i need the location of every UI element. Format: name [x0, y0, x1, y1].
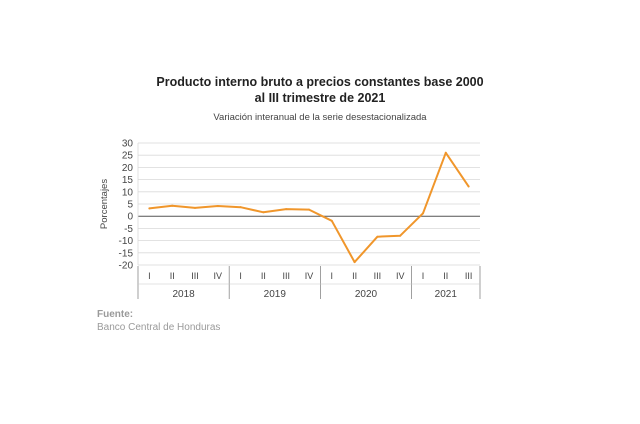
- x-tick-label-quarter: IV: [396, 271, 405, 281]
- x-tick-label-quarter: I: [148, 271, 151, 281]
- chart-title: Producto interno bruto a precios constan…: [156, 75, 484, 89]
- chart-subtitle: Variación interanual de la serie desesta…: [213, 112, 427, 123]
- y-tick-label: 0: [127, 212, 133, 223]
- data-point: [330, 219, 333, 222]
- data-point: [467, 185, 470, 188]
- x-tick-label-year: 2021: [435, 289, 458, 300]
- x-tick-label-quarter: I: [239, 271, 242, 281]
- y-tick-label: -15: [119, 248, 134, 259]
- data-point: [444, 151, 447, 154]
- data-point: [353, 261, 356, 264]
- data-point: [422, 212, 424, 215]
- x-tick-label-quarter: III: [282, 271, 290, 281]
- x-tick-label-quarter: III: [374, 271, 382, 281]
- data-point: [239, 206, 242, 209]
- y-axis-label: Porcentajes: [99, 179, 110, 229]
- x-tick-label-quarter: IV: [305, 271, 314, 281]
- x-tick-label-quarter: III: [191, 271, 199, 281]
- data-point: [376, 235, 379, 238]
- x-tick-label-quarter: III: [465, 271, 473, 281]
- source-label: Fuente:: [97, 309, 134, 320]
- x-tick-label-year: 2018: [172, 289, 195, 300]
- x-tick-label-quarter: I: [422, 271, 425, 281]
- x-tick-label-quarter: II: [170, 271, 175, 281]
- y-tick-label: 20: [122, 163, 134, 174]
- series-line: [148, 151, 470, 264]
- y-tick-label: 25: [122, 151, 134, 162]
- y-tick-label: -10: [119, 236, 134, 247]
- x-tick-label-quarter: I: [331, 271, 334, 281]
- data-point: [148, 207, 151, 210]
- data-point: [216, 204, 219, 207]
- y-tick-label: 5: [127, 200, 133, 211]
- x-tick-label-quarter: II: [352, 271, 357, 281]
- x-tick-label-year: 2019: [264, 289, 287, 300]
- data-point: [262, 211, 265, 214]
- y-tick-label: 15: [122, 175, 134, 186]
- y-tick-label: -5: [124, 224, 133, 235]
- source-text: Banco Central de Honduras: [97, 322, 221, 333]
- y-tick-label: 10: [122, 187, 134, 198]
- chart-title-line2: al III trimestre de 2021: [254, 91, 386, 105]
- x-tick-label-year: 2020: [355, 289, 378, 300]
- data-point: [285, 208, 288, 211]
- x-tick-label-quarter: II: [443, 271, 448, 281]
- y-tick-label: 30: [122, 139, 134, 150]
- y-tick-label: -20: [119, 261, 134, 272]
- data-point: [194, 206, 196, 209]
- data-point: [399, 234, 402, 237]
- x-tick-label-quarter: II: [261, 271, 266, 281]
- data-point: [308, 208, 310, 211]
- x-tick-label-quarter: IV: [214, 271, 223, 281]
- data-point: [171, 204, 174, 207]
